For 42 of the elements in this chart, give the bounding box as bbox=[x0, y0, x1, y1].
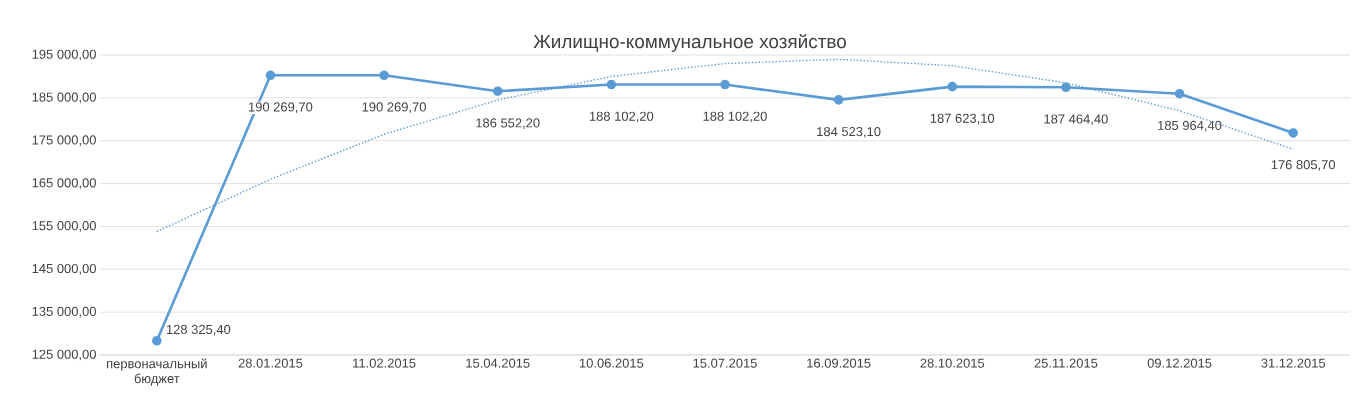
data-label: 128 325,40 bbox=[166, 324, 231, 336]
point bbox=[265, 70, 276, 81]
point bbox=[833, 95, 844, 105]
data-label: 186 552,20 bbox=[476, 118, 540, 129]
x-tick-label: 25.11.2015 bbox=[1034, 358, 1098, 368]
data-label: 190 269,70 bbox=[362, 102, 426, 114]
x-tick-label: 15.07.2015 bbox=[693, 358, 757, 368]
x-tick-label: 15.04.2015 bbox=[466, 358, 530, 368]
x-tick-label: 16.09.2015 bbox=[807, 358, 871, 368]
point bbox=[492, 86, 503, 96]
y-tick-label: 175 000,00 bbox=[32, 135, 96, 147]
data-label: 188 102,20 bbox=[703, 111, 767, 123]
point bbox=[1061, 82, 1071, 93]
point bbox=[720, 79, 730, 90]
y-tick-label: 155 000,00 bbox=[32, 221, 96, 232]
point bbox=[606, 79, 617, 90]
x-tick-label: 28.10.2015 bbox=[920, 358, 985, 368]
x-tick-label: 10.06.2015 bbox=[579, 358, 644, 368]
x-tick-label: первоначальный бюджет bbox=[107, 358, 207, 386]
data-label: 187 464,40 bbox=[1044, 114, 1108, 126]
data-label: 185 964,40 bbox=[1158, 120, 1222, 132]
x-tick-label: 28.01.2015 bbox=[238, 358, 303, 368]
y-tick-label: 145 000,00 bbox=[32, 263, 96, 275]
point bbox=[379, 70, 389, 81]
x-tick-label: 11.02.2015 bbox=[353, 358, 416, 368]
x-tick-label: 09.12.2015 bbox=[1147, 358, 1212, 368]
y-tick-label: 165 000,00 bbox=[32, 178, 96, 189]
data-label: 187 623,10 bbox=[930, 113, 995, 125]
data-label: 184 523,10 bbox=[817, 126, 881, 138]
point bbox=[152, 335, 162, 346]
data-label: 190 269,70 bbox=[248, 102, 313, 114]
data-label: 176 805,70 bbox=[1271, 160, 1336, 171]
x-tick-label: 31.12.2015 bbox=[1261, 358, 1326, 368]
y-tick-label: 185 000,00 bbox=[32, 92, 96, 104]
point bbox=[1174, 88, 1185, 99]
chart-title: Жилищно-коммунальное хозяйство bbox=[533, 34, 846, 52]
y-tick-label: 135 000,00 bbox=[32, 306, 96, 318]
y-tick-label: 195 000,00 bbox=[32, 49, 96, 61]
y-tick-label: 125 000,00 bbox=[32, 349, 96, 361]
point bbox=[1288, 128, 1298, 138]
data-label: 188 102,20 bbox=[589, 111, 654, 123]
point bbox=[947, 81, 958, 92]
